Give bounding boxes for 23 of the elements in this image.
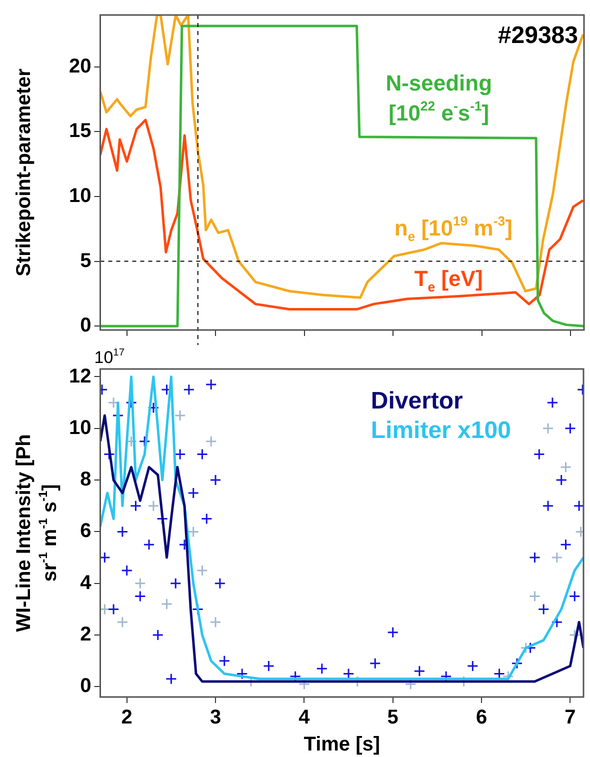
y-tick-label: 0 xyxy=(80,675,92,698)
x-axis-title: Time [s] xyxy=(304,734,380,756)
y-tick-label: 20 xyxy=(68,55,92,78)
x-tick-label: 3 xyxy=(210,706,222,729)
y-tick-label: 15 xyxy=(68,120,92,142)
x-tick-label: 4 xyxy=(298,706,311,729)
y-tick-label: 10 xyxy=(68,416,92,439)
y-tick-label: 6 xyxy=(80,520,92,542)
annotation: #29383 xyxy=(498,22,578,49)
x-tick-label: 5 xyxy=(387,706,398,729)
y-tick-label: 10 xyxy=(68,184,92,207)
x-tick-label: 2 xyxy=(121,706,132,729)
y-tick-label: 0 xyxy=(80,314,92,337)
y-axis-title: Strikepoint-parameter xyxy=(13,68,35,276)
x-tick-label: 7 xyxy=(564,706,576,729)
y-tick-label: 8 xyxy=(80,468,92,491)
x-tick-label: 6 xyxy=(476,706,488,729)
y-tick-label: 2 xyxy=(80,624,92,646)
text: Divertor xyxy=(370,387,463,414)
y-tick-label: 5 xyxy=(80,250,92,272)
y-tick-label: 4 xyxy=(80,572,92,594)
text: Limiter x100 xyxy=(370,416,511,444)
y-tick-label: 12 xyxy=(68,365,92,388)
